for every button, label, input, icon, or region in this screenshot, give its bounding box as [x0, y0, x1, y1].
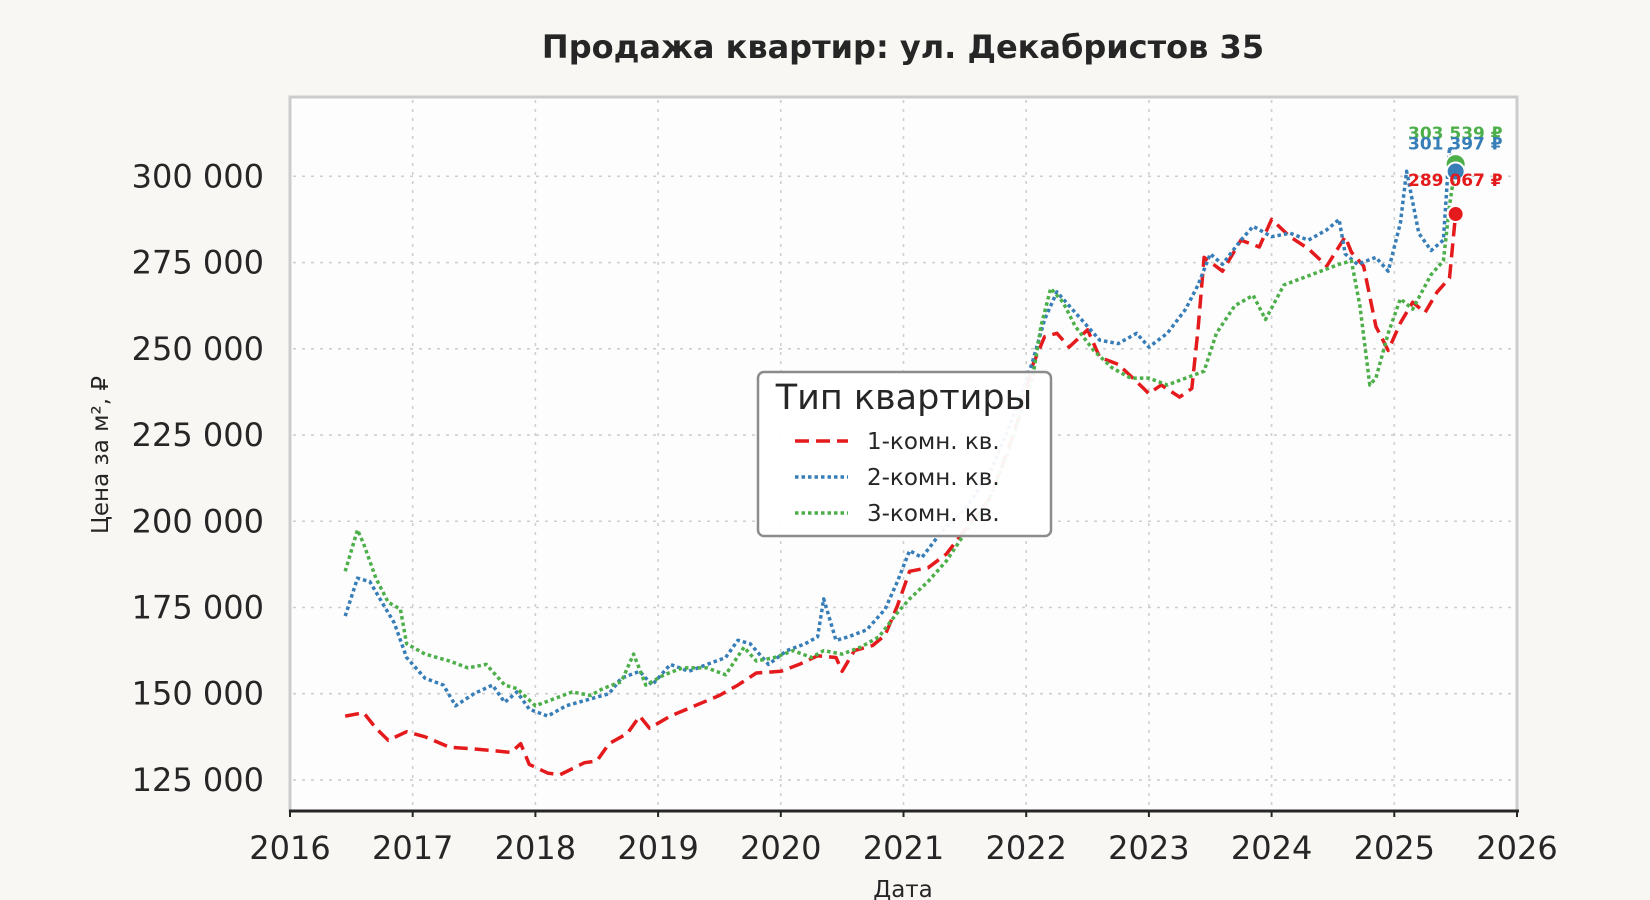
legend-label: 3-комн. кв.	[867, 501, 1000, 527]
x-tick-label: 2026	[1476, 829, 1557, 867]
y-tick-label: 275 000	[132, 244, 264, 282]
legend-items: 1-комн. кв. 2-комн. кв. 3-комн. кв.	[795, 429, 1000, 527]
y-tick-label: 175 000	[132, 588, 264, 626]
series-line-1-комн-кв	[344, 213, 1458, 777]
end-value-label: 301 397 ₽	[1408, 135, 1503, 155]
legend-label: 1-комн. кв.	[867, 429, 1000, 455]
x-tick-label: 2022	[985, 829, 1066, 867]
x-tick-label: 2018	[495, 829, 576, 867]
y-tick-label: 225 000	[132, 416, 264, 454]
y-tick-label: 150 000	[132, 675, 264, 713]
x-tick-label: 2024	[1231, 829, 1312, 867]
legend-title: Тип квартиры	[775, 378, 1033, 418]
end-marker-2-комн-кв	[1445, 161, 1466, 182]
x-tick-label: 2023	[1108, 829, 1189, 867]
x-tick-label: 2016	[249, 829, 330, 867]
end-marker-1-комн-кв	[1446, 205, 1465, 224]
legend-label: 2-комн. кв.	[867, 465, 1000, 491]
y-axis-label: Цена за м², ₽	[88, 376, 114, 534]
end-value-label: 303 539 ₽	[1408, 124, 1503, 144]
y-tick-label: 200 000	[132, 502, 264, 540]
series-line-3-комн-кв	[343, 163, 1458, 708]
x-tick-label: 2025	[1354, 829, 1435, 867]
x-tick-label: 2020	[740, 829, 821, 867]
x-tick-label: 2019	[617, 829, 698, 867]
end-labels: 303 539 ₽301 397 ₽ 289 067 ₽	[1408, 124, 1503, 224]
y-tick-label: 250 000	[132, 330, 264, 368]
x-tick-label: 2021	[863, 829, 944, 867]
chart-title: Продажа квартир: ул. Декабристов 35	[542, 28, 1264, 66]
legend: Тип квартиры 1-комн. кв. 2-комн. кв. 3-ком…	[756, 370, 1053, 538]
y-axis-ticks: 125 000 150 000 175 000 200 000 225 000 250 0…	[132, 157, 264, 799]
x-axis-label: Дата	[873, 877, 933, 900]
y-tick-label: 300 000	[132, 157, 264, 195]
series-layer	[343, 145, 1458, 777]
x-tick-label: 2017	[372, 829, 453, 867]
grid-lines	[293, 100, 1514, 811]
end-value-label: 289 067 ₽	[1408, 171, 1503, 191]
x-axis-ticks: 2016 2017 2018 2019 2020 2021 2022 2023 2024 2025…	[249, 811, 1558, 867]
y-tick-label: 125 000	[132, 761, 264, 799]
legend-box	[756, 370, 1053, 538]
